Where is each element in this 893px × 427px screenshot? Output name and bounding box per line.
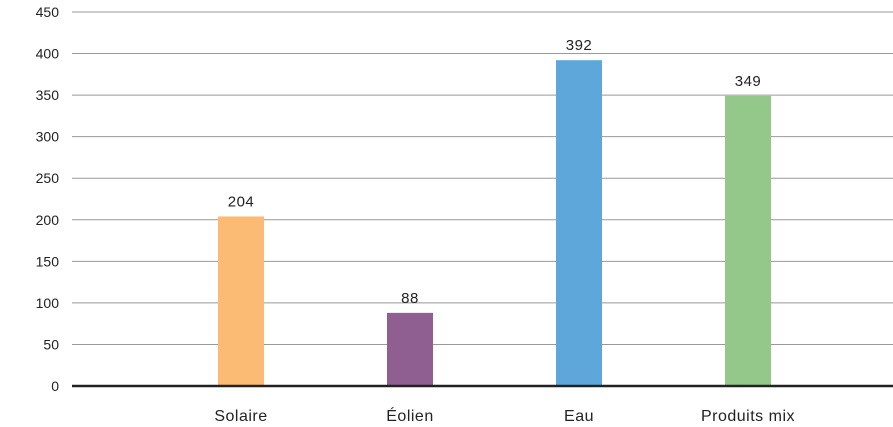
y-tick-label: 450 [36,4,60,20]
x-tick-label: Éolien [386,406,433,425]
data-label: 349 [735,73,762,90]
y-tick-label: 0 [51,378,59,394]
x-tick-label: Solaire [214,408,267,425]
gridlines [72,11,893,345]
y-tick-label: 150 [36,253,60,269]
data-label: 88 [401,290,419,307]
bars [218,60,771,387]
y-axis-ticks: 0 50 100 150 200 250 300 350 400 450 [36,4,60,394]
y-tick-label: 250 [36,170,60,186]
bar-produits-mix [725,95,771,386]
x-tick-label: Eau [564,408,594,425]
x-axis-labels: Solaire Éolien Eau Produits mix [214,406,795,425]
bar-eau [556,60,602,387]
y-tick-label: 50 [43,336,59,352]
data-label: 392 [566,37,593,54]
y-tick-label: 200 [36,212,60,228]
y-tick-label: 100 [36,295,60,311]
y-tick-label: 300 [36,129,60,145]
x-tick-label: Produits mix [701,408,795,425]
y-tick-label: 400 [36,46,60,62]
y-tick-label: 350 [36,87,60,103]
data-label: 204 [228,193,255,210]
bar-solaire [218,216,264,386]
data-labels: 204 88 392 349 [228,37,762,307]
bar-éolien [387,312,433,386]
